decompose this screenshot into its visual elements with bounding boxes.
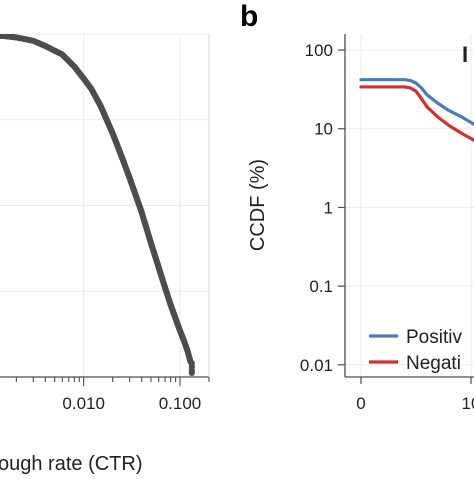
panel-b-y-axis-label: CCDF (%)	[247, 159, 269, 251]
panel-a-scatter-points	[0, 34, 195, 376]
panel-a-gridlines	[0, 33, 209, 377]
panel-b-x-tick-label-1: 10	[462, 394, 474, 413]
panel-b-x-tick-label-0: 0	[356, 394, 365, 413]
series-line-negative	[359, 85, 474, 143]
panel-b-x-tick-labels: 0 10	[356, 394, 474, 413]
panel-b-y-tick-label-2: 1	[324, 198, 333, 217]
panel-b-y-tick-label-4: 0.01	[300, 356, 333, 375]
panel-b-plot-area	[345, 34, 474, 377]
panel-b-y-tick-label-0: 100	[305, 41, 333, 60]
panel-a-x-ticks	[15, 377, 210, 386]
panel-b-corner-glyph: I	[462, 42, 468, 67]
panel-b: b 100 10 1 0.1 0.01 0 10 CCDF (%) I Positiv N…	[240, 0, 474, 413]
legend-label-positive: Positiv	[406, 327, 462, 348]
panel-b-letter: b	[240, 0, 258, 33]
panel-b-x-ticks	[360, 377, 472, 384]
scatter-point-268	[188, 369, 195, 376]
panel-a: 0.010 0.100 ough rate (CTR)	[0, 33, 210, 475]
panel-a-x-axis-label: ough rate (CTR)	[0, 453, 143, 474]
panel-b-y-tick-label-3: 0.1	[309, 277, 333, 296]
panel-b-series-lines	[359, 78, 474, 143]
panel-b-gridlines	[345, 34, 474, 377]
series-line-positive	[359, 78, 474, 127]
panel-b-y-tick-label-1: 10	[314, 120, 333, 139]
panel-a-x-tick-label-1: 0.100	[159, 394, 202, 413]
panel-a-x-tick-labels: 0.010 0.100	[62, 394, 201, 413]
panel-b-legend: Positiv Negati	[369, 327, 462, 374]
panel-b-y-ticks	[338, 49, 345, 366]
panel-a-x-tick-label-0: 0.010	[62, 394, 105, 413]
panel-b-y-tick-labels: 100 10 1 0.1 0.01	[300, 41, 333, 375]
legend-label-negative: Negati	[406, 353, 461, 374]
